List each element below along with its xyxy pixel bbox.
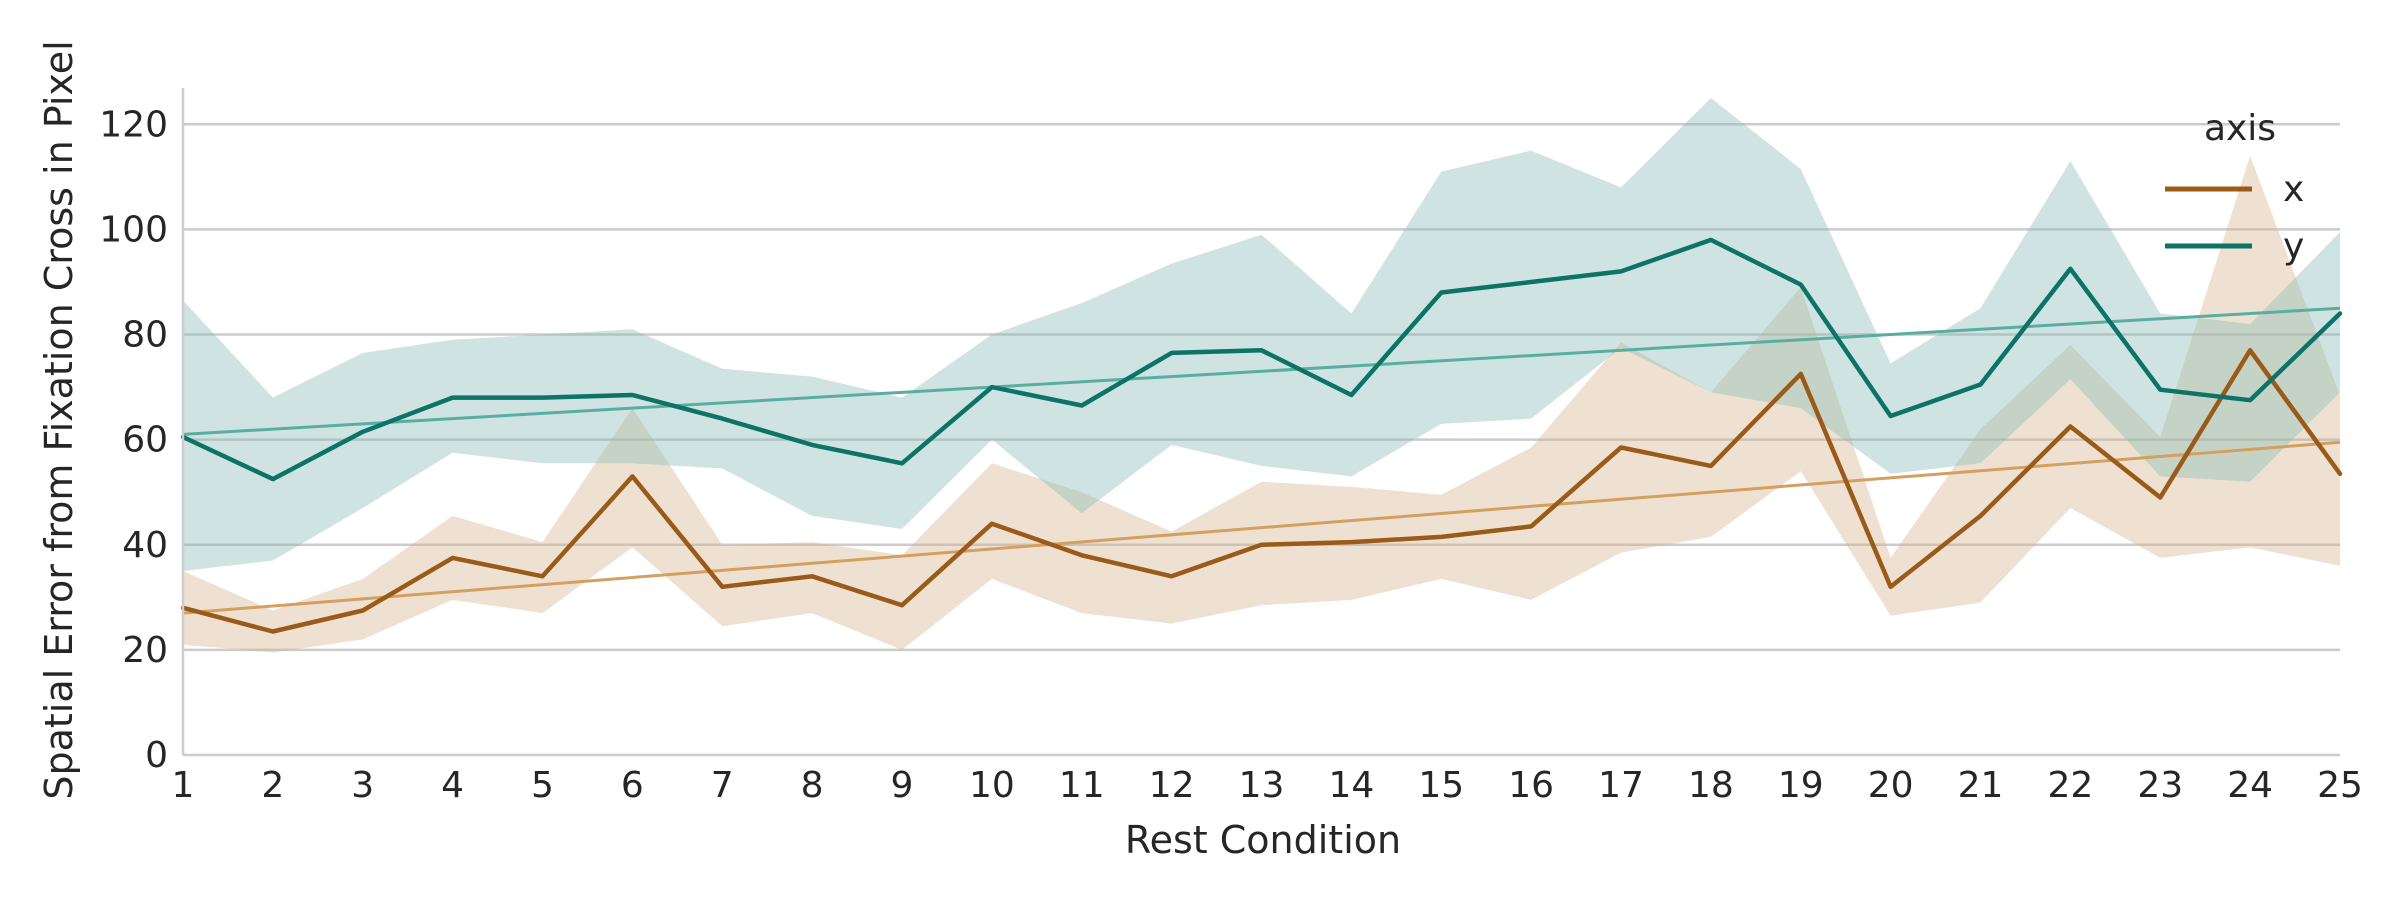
- trend-line-x: [182, 440, 2341, 615]
- x-tick-label: 18: [1688, 765, 1734, 806]
- x-tick-label: 1: [172, 765, 195, 806]
- series-line-x: [180, 348, 2343, 634]
- ci-band-y: [183, 98, 2340, 571]
- y-tick-label: 20: [122, 630, 168, 671]
- series-lines: [180, 237, 2343, 634]
- x-tick-label: 9: [891, 765, 914, 806]
- x-tick-label: 4: [441, 765, 464, 806]
- x-tick-label: 24: [2227, 765, 2273, 806]
- legend: axis x y: [2165, 108, 2304, 267]
- x-tick-label: 17: [1598, 765, 1644, 806]
- x-tick-label: 13: [1239, 765, 1285, 806]
- y-tick-labels: 0 20 40 60 80 100 120: [99, 104, 168, 776]
- x-tick-label: 12: [1149, 765, 1195, 806]
- y-tick-label: 100: [99, 209, 168, 250]
- y-tick-label: 80: [122, 315, 168, 356]
- x-tick-label: 21: [1958, 765, 2004, 806]
- x-axis-title: Rest Condition: [1125, 818, 1401, 862]
- trend-line-y: [182, 306, 2341, 436]
- ci-band-x: [183, 155, 2340, 653]
- x-tick-label: 20: [1868, 765, 1914, 806]
- x-tick-label: 11: [1059, 765, 1105, 806]
- x-tick-label: 15: [1418, 765, 1464, 806]
- x-tick-label: 3: [351, 765, 374, 806]
- x-tick-label: 14: [1328, 765, 1374, 806]
- x-tick-labels: 1 2 3 4 5 6 7 8 9 10 11 12 13 14 15 16 17 18 19 20 21 22 23 24 2…: [172, 765, 2363, 806]
- y-tick-label: 60: [122, 420, 168, 461]
- trend-lines: [182, 306, 2341, 615]
- y-tick-label: 0: [145, 735, 168, 776]
- x-tick-label: 7: [711, 765, 734, 806]
- x-tick-label: 6: [621, 765, 644, 806]
- x-tick-label: 5: [531, 765, 554, 806]
- x-tick-label: 22: [2047, 765, 2093, 806]
- x-tick-label: 23: [2137, 765, 2183, 806]
- y-axis-title: Spatial Error from Fixation Cross in Pix…: [37, 40, 81, 799]
- legend-label-y: y: [2283, 226, 2304, 267]
- legend-title: axis: [2204, 108, 2276, 149]
- x-tick-label: 16: [1508, 765, 1554, 806]
- x-tick-label: 10: [969, 765, 1015, 806]
- x-tick-label: 2: [261, 765, 284, 806]
- x-tick-label: 8: [801, 765, 824, 806]
- series-line-y: [180, 237, 2343, 482]
- confidence-bands: [183, 98, 2340, 653]
- y-tick-label: 40: [122, 525, 168, 566]
- legend-label-x: x: [2283, 169, 2304, 210]
- y-tick-label: 120: [99, 104, 168, 145]
- grid-lines: [183, 123, 2340, 652]
- x-tick-label: 25: [2317, 765, 2363, 806]
- x-tick-label: 19: [1778, 765, 1824, 806]
